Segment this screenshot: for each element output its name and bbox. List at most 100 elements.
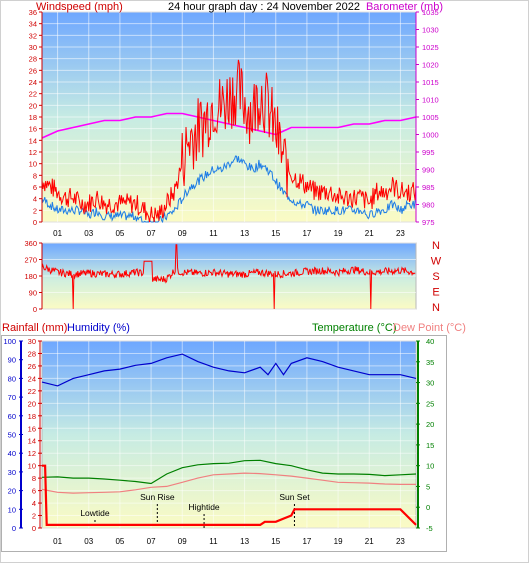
humidity-axis: 0 10 20 30 40 50 60 70 80 90 100: [3, 337, 23, 533]
annotation-label: Sun Rise: [140, 492, 175, 502]
direction-tick-label: 360: [24, 239, 37, 248]
temperature-tick-label: -5: [426, 524, 433, 533]
windspeed-tick-label: 0: [33, 218, 37, 227]
windspeed-x-tick-label: 15: [271, 229, 280, 238]
climate-series: [41, 353, 417, 527]
chart-title: 24 hour graph day : 24 November 2022: [168, 1, 360, 13]
rainfall-tick-label: 8: [32, 474, 36, 483]
humidity-tick-label: 40: [8, 449, 16, 458]
barometer-tick-label: 985: [422, 183, 435, 192]
humidity-tick-label: 90: [8, 356, 16, 365]
humidity-tick-label: 50: [8, 431, 16, 440]
humidity-tick-label: 60: [8, 412, 16, 421]
temperature-tick-label: 15: [426, 441, 434, 450]
windspeed-tick-label: 8: [33, 171, 37, 180]
windspeed-tick-label: 24: [29, 78, 37, 87]
rainfall-axis-label: Rainfall (mm): [2, 322, 67, 334]
compass-label: W: [431, 256, 442, 268]
humidity-tick-label: 80: [8, 374, 16, 383]
dew-point-axis-label: Dew Point (°C): [393, 322, 466, 334]
windspeed-tick-label: 32: [29, 31, 37, 40]
windspeed-tick-label: 2: [33, 206, 37, 215]
climate-grid: [42, 340, 416, 529]
barometer-tick-label: 995: [422, 148, 435, 157]
direction-tick-label: 0: [33, 305, 37, 314]
climate-x-tick-label: 05: [115, 537, 124, 546]
windspeed-x-tick-label: 03: [84, 229, 93, 238]
rainfall-tick-label: 18: [28, 412, 36, 421]
barometer-axis-label: Barometer (mb): [366, 1, 443, 13]
temperature-axis: -5 0 5 10 15 20 25 30 35 40: [416, 337, 434, 533]
compass-label: E: [432, 287, 439, 299]
climate-x-tick-label: 19: [334, 537, 343, 546]
average-wind-line: [41, 155, 417, 224]
rainfall-tick-label: 24: [28, 374, 36, 383]
compass-label: S: [432, 271, 439, 283]
windspeed-x-tick-label: 23: [396, 229, 405, 238]
barometer-axis: 975 980 985 990 995 1000 1005 1010 1015 1020 1025 1…: [415, 8, 439, 227]
rainfall-tick-label: 0: [32, 524, 36, 533]
windspeed-tick-label: 26: [29, 66, 37, 75]
climate-frame: [1, 335, 447, 552]
direction-tick-label: 90: [29, 289, 37, 298]
temperature-tick-label: 30: [426, 379, 434, 388]
temperature-tick-label: 40: [426, 337, 434, 346]
compass-label: N: [432, 302, 440, 314]
temperature-tick-label: 20: [426, 420, 434, 429]
windspeed-tick-label: 22: [29, 90, 37, 99]
windspeed-x-tick-label: 11: [209, 229, 218, 238]
rainfall-tick-label: 20: [28, 399, 36, 408]
climate-x-tick-label: 23: [396, 537, 405, 546]
rainfall-tick-label: 10: [28, 462, 36, 471]
barometer-tick-label: 1025: [422, 43, 439, 52]
barometer-tick-label: 1020: [422, 61, 439, 70]
windspeed-x-tick-label: 21: [365, 229, 374, 238]
temperature-tick-label: 10: [426, 462, 434, 471]
barometer-tick-label: 1030: [422, 26, 439, 35]
barometer-tick-label: 990: [422, 166, 435, 175]
temperature-tick-label: 25: [426, 399, 434, 408]
barometer-tick-label: 980: [422, 201, 435, 210]
climate-x-tick-label: 07: [147, 537, 156, 546]
annotation-label: Hightide: [188, 502, 219, 512]
gust-wind-line: [41, 59, 417, 223]
barometer-line: [41, 112, 417, 139]
barometer-tick-label: 1015: [422, 78, 439, 87]
windspeed-tick-label: 12: [29, 148, 37, 157]
windspeed-tick-label: 18: [29, 113, 37, 122]
barometer-tick-label: 975: [422, 218, 435, 227]
windspeed-tick-label: 36: [29, 8, 37, 17]
humidity-tick-label: 70: [8, 393, 16, 402]
compass-label: N: [432, 240, 440, 252]
windspeed-x-tick-label: 07: [147, 229, 156, 238]
barometer-tick-label: 1005: [422, 113, 439, 122]
wind-direction-axis: 0 90 180 270 360: [24, 239, 43, 314]
windspeed-grid: [42, 11, 416, 223]
climate-x-tick-label: 17: [302, 537, 311, 546]
windspeed-axis-label: Windspeed (mph): [36, 1, 123, 13]
windspeed-tick-label: 20: [29, 101, 37, 110]
humidity-tick-label: 20: [8, 487, 16, 496]
direction-tick-label: 180: [24, 272, 37, 281]
climate-x-axis: 01 03 05 07 09 11 13 15 17 19 21 23: [53, 537, 405, 546]
climate-x-tick-label: 03: [84, 537, 93, 546]
annotation-label: Lowtide: [80, 508, 110, 518]
climate-x-tick-label: 15: [271, 537, 280, 546]
wind-direction-grid: [42, 242, 416, 310]
climate-x-tick-label: 01: [53, 537, 62, 546]
windspeed-x-tick-label: 13: [240, 229, 249, 238]
annotation-label: Sun Set: [279, 492, 310, 502]
rainfall-tick-label: 6: [32, 487, 36, 496]
windspeed-tick-label: 14: [29, 136, 37, 145]
humidity-axis-label: Humidity (%): [67, 322, 130, 334]
climate-x-tick-label: 13: [240, 537, 249, 546]
climate-x-tick-label: 21: [365, 537, 374, 546]
windspeed-series: [41, 59, 417, 224]
barometer-tick-label: 1000: [422, 131, 439, 140]
humidity-line: [41, 353, 417, 387]
